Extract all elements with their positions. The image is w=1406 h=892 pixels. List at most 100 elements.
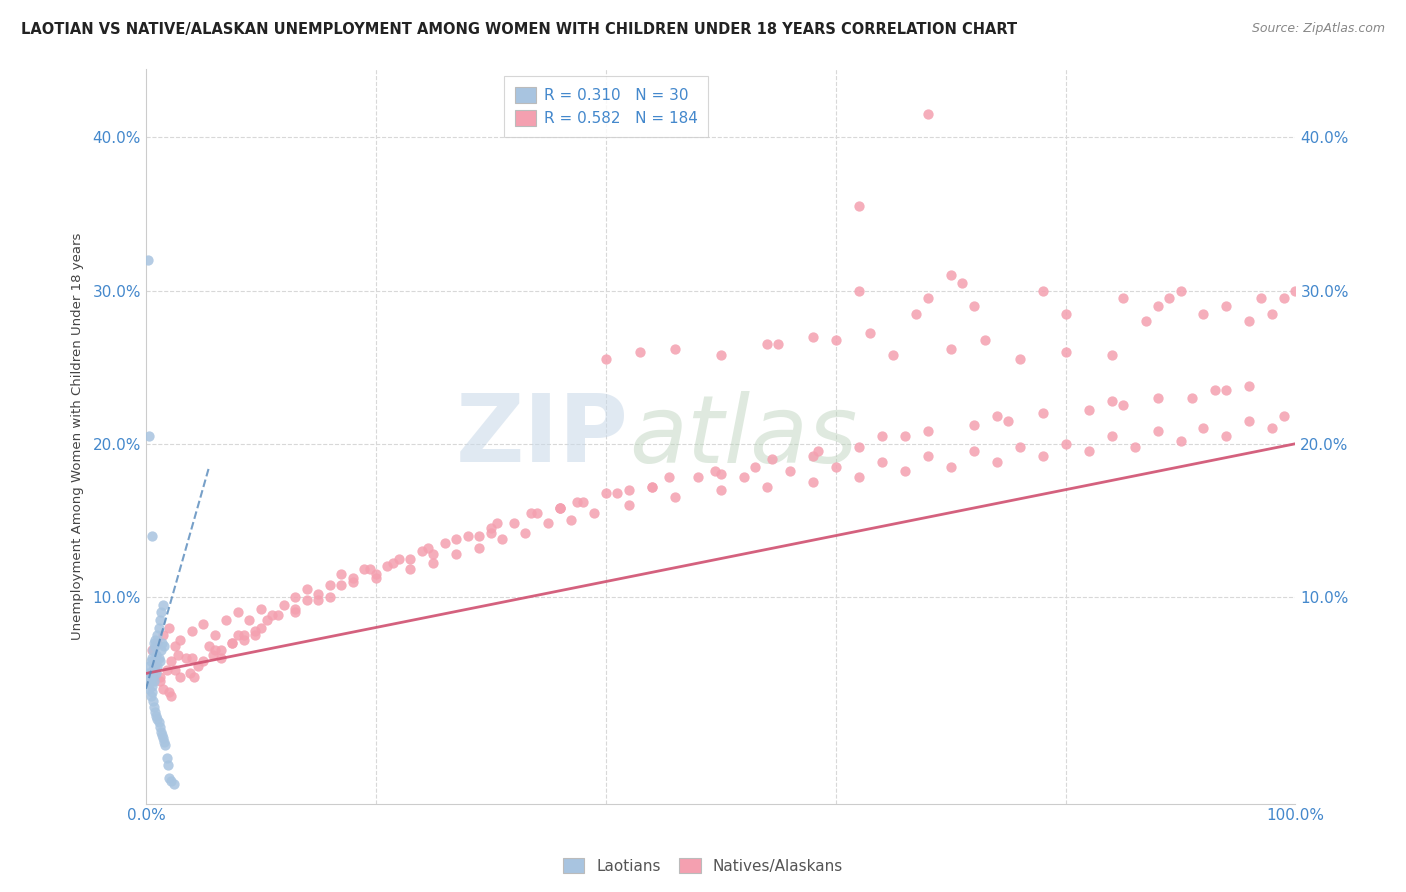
Point [917,449,939,463]
Point [457,528,479,542]
Point [221,636,243,650]
Point [138,669,160,683]
Point [193,654,215,668]
Point [617,498,640,512]
Point [149,674,172,689]
Point [641,480,664,494]
Point [548,501,571,516]
Point [893,429,915,443]
Point [256,613,278,627]
Point [1215,383,1237,397]
Point [150,636,173,650]
Point [733,470,755,484]
Point [882,348,904,362]
Point [149,654,172,668]
Point [136,666,159,681]
Point [148,651,170,665]
Point [1101,348,1123,362]
Point [1261,421,1284,435]
Point [138,658,160,673]
Point [1284,284,1306,298]
Point [485,516,508,531]
Point [149,724,172,739]
Point [416,541,439,555]
Point [1272,409,1295,424]
Point [658,470,681,484]
Point [153,735,176,749]
Point [870,455,893,469]
Point [141,666,163,681]
Point [146,712,169,726]
Point [149,669,172,683]
Point [364,572,387,586]
Point [710,483,733,497]
Point [703,464,725,478]
Point [141,643,163,657]
Point [986,409,1008,424]
Point [180,624,202,638]
Point [388,551,411,566]
Text: LAOTIAN VS NATIVE/ALASKAN UNEMPLOYMENT AMONG WOMEN WITH CHILDREN UNDER 18 YEARS : LAOTIAN VS NATIVE/ALASKAN UNEMPLOYMENT A… [21,22,1017,37]
Point [146,658,169,673]
Point [766,337,789,351]
Point [141,651,163,665]
Point [1170,284,1192,298]
Point [560,513,582,527]
Point [152,598,174,612]
Point [187,658,209,673]
Point [491,532,513,546]
Point [1077,444,1099,458]
Point [1054,307,1077,321]
Point [243,628,266,642]
Point [1008,352,1031,367]
Point [148,620,170,634]
Point [141,528,163,542]
Point [1204,383,1226,397]
Point [152,731,174,745]
Point [250,620,273,634]
Point [515,525,537,540]
Point [160,654,183,668]
Point [262,608,284,623]
Point [1146,299,1168,313]
Text: Source: ZipAtlas.com: Source: ZipAtlas.com [1251,22,1385,36]
Point [198,639,221,653]
Point [364,566,387,581]
Point [755,337,778,351]
Point [353,562,375,576]
Point [152,681,174,696]
Point [209,651,232,665]
Point [267,608,290,623]
Point [295,582,318,597]
Point [139,674,162,689]
Point [143,658,166,673]
Point [1239,314,1261,328]
Point [917,107,939,121]
Point [859,326,882,341]
Point [157,620,180,634]
Point [342,574,364,589]
Point [149,720,172,734]
Point [399,562,422,576]
Point [917,291,939,305]
Point [422,556,444,570]
Point [1123,440,1146,454]
Point [295,593,318,607]
Point [232,628,254,642]
Point [962,444,984,458]
Point [801,475,824,489]
Point [617,483,640,497]
Point [962,418,984,433]
Point [1157,291,1180,305]
Point [138,429,160,443]
Point [146,636,169,650]
Point [160,773,183,788]
Point [183,669,205,683]
Point [801,449,824,463]
Point [962,299,984,313]
Point [284,605,307,619]
Point [1112,291,1135,305]
Point [179,666,201,681]
Point [139,654,162,668]
Point [142,669,165,683]
